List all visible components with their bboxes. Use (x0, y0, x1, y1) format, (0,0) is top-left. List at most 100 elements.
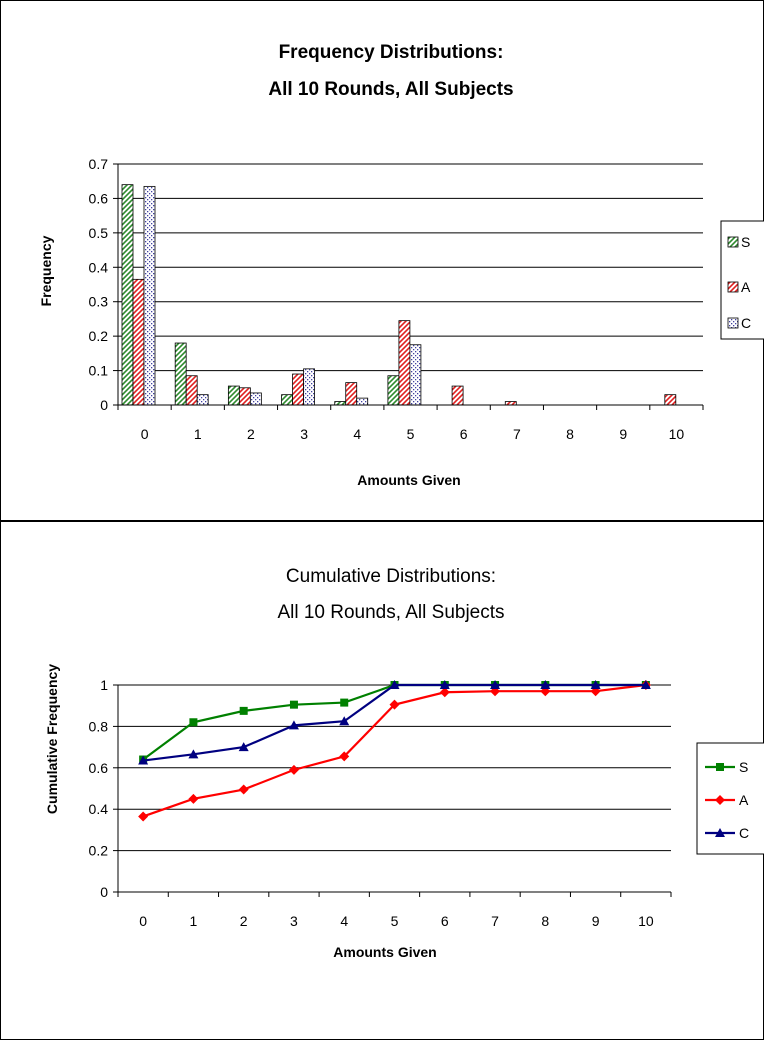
chart1-legend: S A C (720, 220, 764, 340)
point-c-2 (238, 742, 249, 752)
chart1-legend-label-c: C (741, 315, 751, 331)
bar-a-7 (504, 401, 517, 406)
chart1-bars (121, 184, 677, 406)
bar-a-6 (451, 385, 464, 406)
chart1-y-tick-label: 0.1 (89, 363, 109, 379)
chart2-legend-label-s: S (739, 759, 748, 775)
chart1-y-tick-label: 0 (100, 397, 108, 413)
chart2-legend-marker-c (715, 828, 725, 837)
point-a-2 (238, 784, 249, 795)
chart2-x-tick-label: 10 (638, 913, 654, 929)
legend-swatch-c (727, 317, 739, 329)
bar-a-0 (132, 278, 145, 406)
chart1-y-tick-label: 0.2 (89, 328, 109, 344)
chart2-x-tick-labels: 0 1 2 3 4 5 6 7 8 9 10 (139, 913, 654, 929)
bar-s-0 (121, 184, 134, 406)
chart1-gridlines (118, 163, 703, 372)
bar-c-4 (356, 397, 369, 406)
chart2-title-line2: All 10 Rounds, All Subjects (277, 602, 504, 623)
chart1-y-tick-label: 0.4 (89, 259, 109, 275)
cumulative-chart: Cumulative Distributions: All 10 Rounds,… (44, 566, 764, 960)
chart1-x-tick-label: 10 (669, 426, 685, 442)
frequency-chart: Frequency Distributions: All 10 Rounds, … (38, 42, 764, 488)
chart2-x-tick-label: 1 (190, 913, 198, 929)
chart2-x-tick-label: 3 (290, 913, 298, 929)
chart1-title-line1: Frequency Distributions: (279, 42, 504, 63)
chart1-x-tick-label: 0 (141, 426, 149, 442)
chart2-title-line1: Cumulative Distributions: (286, 566, 496, 587)
chart2-legend: S A C (696, 742, 764, 855)
chart2-y-tick-label: 0.4 (89, 801, 109, 817)
point-a-1 (188, 793, 199, 804)
point-c-1 (188, 749, 199, 759)
chart2-legend-box (696, 742, 764, 855)
chart2-legend-label-c: C (739, 825, 749, 841)
line-series-c (143, 683, 646, 762)
chart2-y-tick-label: 0.8 (89, 718, 109, 734)
chart2-x-tick-label: 2 (240, 913, 248, 929)
cumulative-chart-panel: Cumulative Distributions: All 10 Rounds,… (0, 521, 764, 1040)
bar-s-2 (227, 385, 240, 406)
chart1-x-tick-label: 5 (407, 426, 415, 442)
chart1-x-tick-label: 8 (566, 426, 574, 442)
chart1-x-tick-label: 1 (194, 426, 202, 442)
chart2-lines (138, 680, 651, 822)
point-a-0 (138, 811, 149, 822)
bar-a-10 (664, 394, 677, 406)
point-s-1 (189, 718, 198, 727)
chart1-x-tick-labels: 0 1 2 3 4 5 6 7 8 9 10 (141, 426, 685, 442)
chart1-y-tick-label: 0.6 (89, 190, 109, 206)
bar-c-3 (303, 368, 315, 406)
chart1-y-axis-label: Frequency (38, 235, 54, 306)
bar-c-2 (249, 392, 262, 406)
point-c-3 (288, 720, 299, 730)
point-c-7 (490, 680, 501, 689)
chart2-y-tick-labels: 0 0.2 0.4 0.6 0.8 1 (89, 677, 109, 900)
chart2-x-tick-label: 7 (491, 913, 499, 929)
line-series-s (142, 683, 646, 761)
chart2-legend-marker-a (715, 795, 725, 805)
point-s-2 (239, 706, 248, 715)
bar-c-0 (143, 185, 156, 406)
bar-s-1 (174, 342, 187, 406)
chart2-x-tick-label: 8 (541, 913, 549, 929)
chart2-y-tick-label: 1 (100, 677, 108, 693)
chart1-y-tick-label: 0.7 (89, 156, 109, 172)
frequency-chart-panel: Frequency Distributions: All 10 Rounds, … (0, 0, 764, 521)
chart2-x-tick-label: 5 (391, 913, 399, 929)
chart2-y-tick-label: 0.2 (89, 843, 109, 859)
chart2-legend-marker-s (716, 763, 724, 771)
point-c-8 (540, 680, 551, 689)
chart2-x-tick-label: 9 (592, 913, 600, 929)
chart1-x-tick-label: 4 (353, 426, 361, 442)
point-c-6 (439, 680, 450, 689)
chart1-y-tick-label: 0.3 (89, 294, 109, 310)
chart2-gridlines (118, 684, 671, 852)
bar-a-3 (292, 373, 304, 406)
chart1-x-tick-label: 3 (300, 426, 308, 442)
point-c-0 (138, 755, 149, 765)
bar-c-5 (409, 344, 422, 406)
point-a-6 (439, 687, 450, 698)
point-a-4 (339, 751, 350, 762)
chart1-x-axis-label: Amounts Given (357, 472, 460, 488)
legend-swatch-s (727, 236, 739, 248)
chart1-x-tick-label: 7 (513, 426, 521, 442)
chart2-x-axis-label: Amounts Given (333, 944, 436, 960)
chart1-x-tick-label: 9 (619, 426, 627, 442)
point-s-3 (289, 700, 298, 709)
chart2-y-tick-label: 0.6 (89, 760, 109, 776)
chart2-y-tick-label: 0 (100, 884, 108, 900)
chart1-legend-label-s: S (741, 234, 750, 250)
bar-s-4 (334, 401, 347, 406)
chart2-y-axis-label: Cumulative Frequency (44, 664, 60, 814)
bar-s-5 (387, 375, 400, 406)
chart1-x-tick-label: 2 (247, 426, 255, 442)
chart1-y-tick-labels: 0 0.1 0.2 0.3 0.4 0.5 0.6 0.7 (89, 156, 109, 413)
point-c-5 (389, 680, 400, 689)
chart2-axes (113, 684, 672, 897)
point-c-10 (640, 680, 651, 689)
chart2-x-tick-label: 4 (340, 913, 348, 929)
bar-a-2 (238, 387, 251, 406)
chart1-legend-label-a: A (741, 279, 751, 295)
